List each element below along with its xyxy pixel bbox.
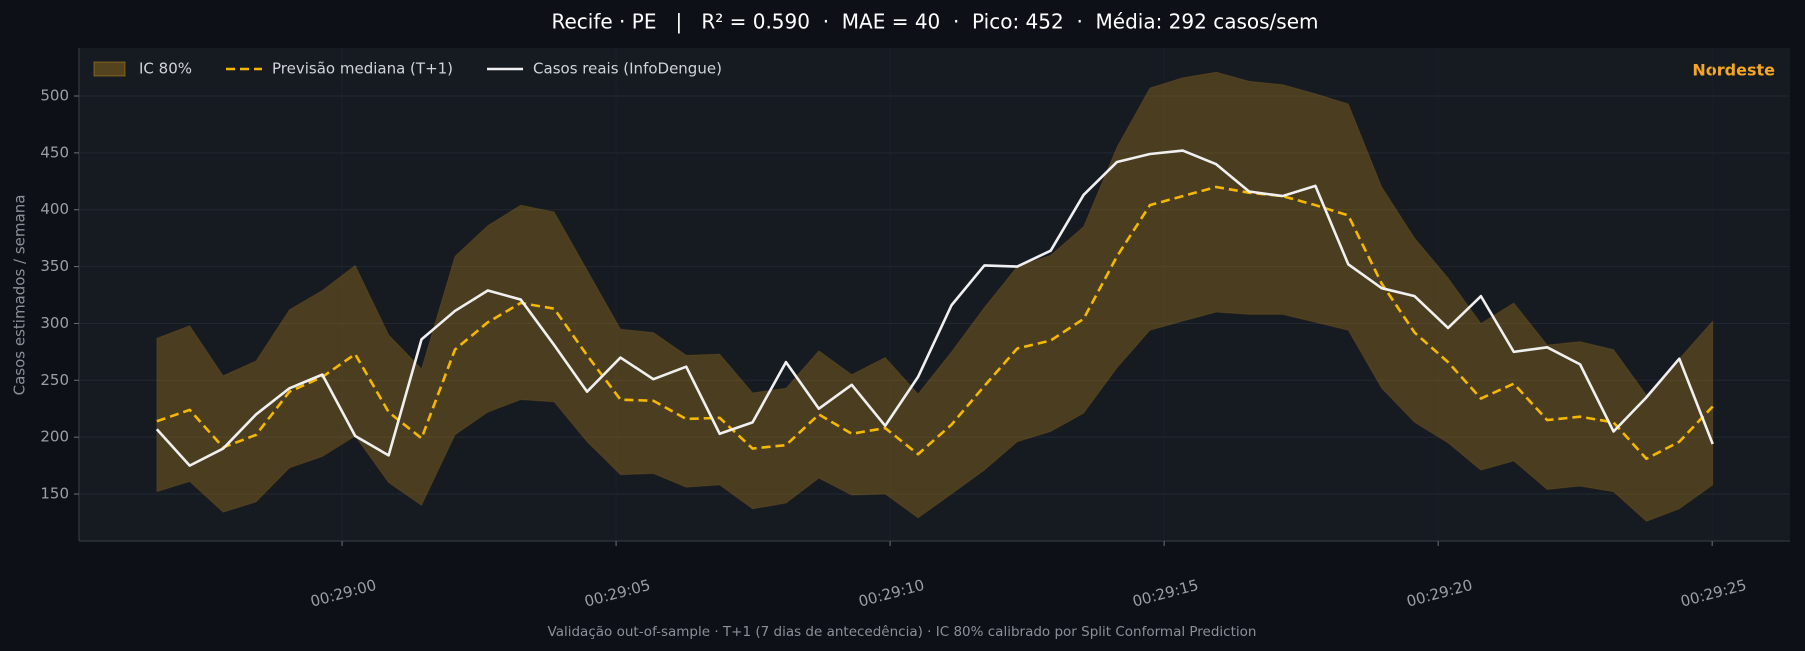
y-tick-label: 350 bbox=[40, 257, 69, 275]
y-axis-label: Casos estimados / semana bbox=[11, 195, 29, 396]
y-tick-label: 150 bbox=[40, 485, 69, 503]
chart-title: Recife · PE | R² = 0.590 · MAE = 40 · Pi… bbox=[551, 10, 1318, 34]
legend-swatch bbox=[93, 61, 126, 77]
series-line bbox=[156, 185, 1714, 461]
legend-label: Casos reais (InfoDengue) bbox=[533, 60, 722, 78]
series-line bbox=[155, 149, 1714, 467]
y-tick-label: 500 bbox=[40, 86, 69, 104]
y-tick-label: 400 bbox=[40, 200, 69, 218]
y-tick-label: 250 bbox=[40, 371, 69, 389]
confidence-band bbox=[156, 71, 1714, 522]
legend-label: IC 80% bbox=[139, 60, 192, 78]
legend-label: Previsão mediana (T+1) bbox=[272, 60, 453, 78]
y-tick-label: 300 bbox=[40, 314, 69, 332]
footer: Validação out-of-sample · T+1 (7 dias de… bbox=[548, 624, 1257, 640]
y-tick-label: 200 bbox=[40, 428, 69, 446]
y-tick-label: 450 bbox=[40, 143, 69, 161]
annotation: Nordeste bbox=[1692, 61, 1775, 80]
plot-area bbox=[79, 48, 1790, 541]
